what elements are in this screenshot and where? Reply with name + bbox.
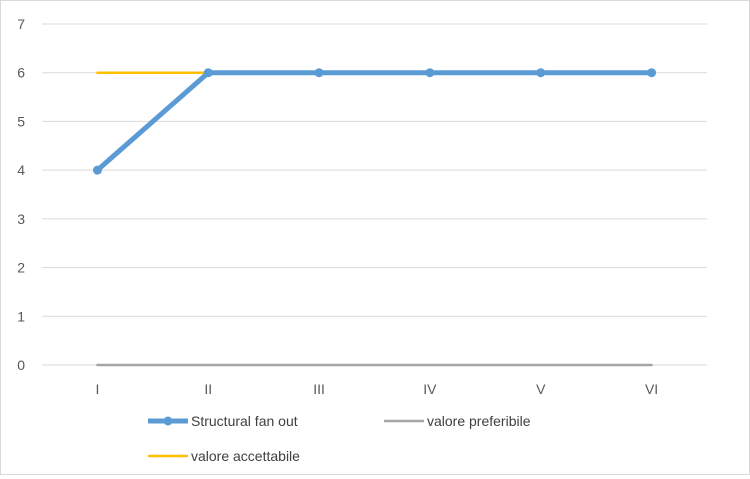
y-axis-labels: 0 1 2 3 4 5 6 7 [17, 16, 25, 373]
y-tick-label: 2 [17, 260, 25, 276]
x-tick-label: I [95, 381, 99, 397]
data-point [425, 68, 435, 78]
legend-label: Structural fan out [191, 413, 298, 429]
x-tick-label: V [536, 381, 546, 397]
data-point [314, 68, 324, 78]
series-line-0 [94, 70, 655, 173]
legend: Structural fan out valore preferibile valo… [148, 413, 531, 464]
y-tick-label: 6 [17, 65, 25, 81]
data-point [92, 165, 102, 175]
data-point [647, 68, 657, 78]
legend-marker [163, 416, 173, 426]
legend-label: valore preferibile [427, 413, 531, 429]
data-point [536, 68, 546, 78]
y-tick-label: 7 [17, 16, 25, 32]
x-tick-label: II [204, 381, 212, 397]
legend-label: valore accettabile [191, 448, 300, 464]
y-tick-label: 5 [17, 113, 25, 129]
x-tick-label: IV [423, 381, 437, 397]
data-point [203, 68, 213, 78]
y-tick-label: 4 [17, 162, 25, 178]
y-tick-label: 0 [17, 357, 25, 373]
x-tick-label: VI [645, 381, 658, 397]
x-tick-label: III [313, 381, 325, 397]
y-tick-label: 1 [17, 308, 25, 324]
x-axis-labels: I II III IV V VI [95, 381, 658, 397]
series-lines [92, 68, 657, 367]
y-tick-label: 3 [17, 211, 25, 227]
